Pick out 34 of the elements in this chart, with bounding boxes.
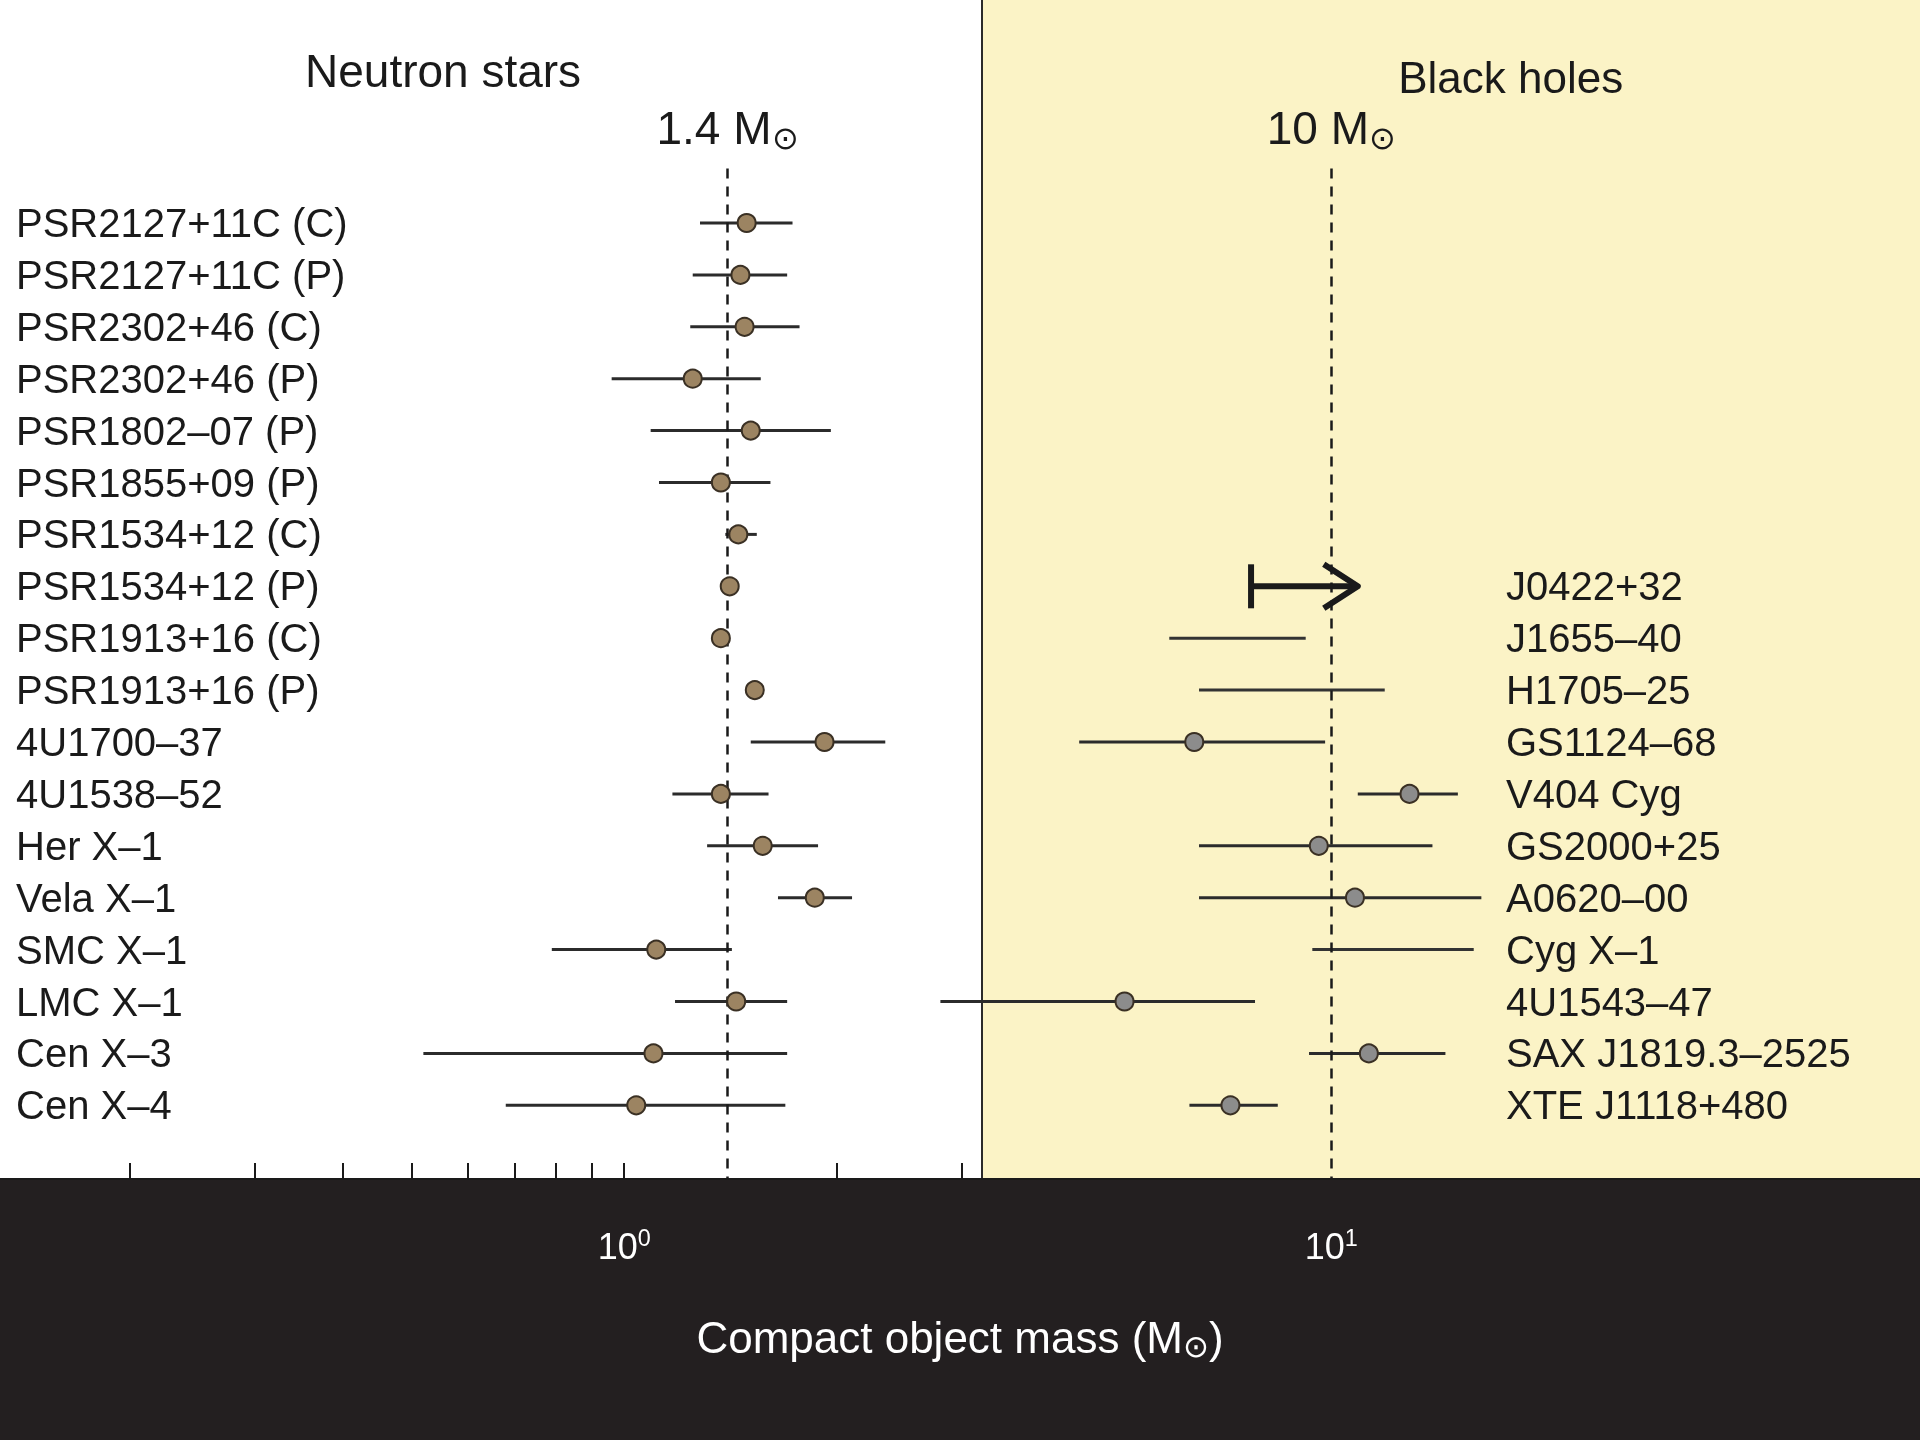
- y2-tick-label: 4U1543–47: [1506, 979, 1713, 1024]
- y-tick-label: PSR2127+11C (P): [16, 252, 346, 297]
- y-tick-label: PSR2302+46 (P): [16, 356, 320, 401]
- y-tick-label: 4U1700–37: [16, 720, 223, 764]
- y-tick-label: PSR1913+16 (C): [16, 616, 322, 661]
- y2-tick-label: SAX J1819.3–2525: [1506, 1031, 1851, 1076]
- y-tick-label: PSR2127+11C (C): [16, 201, 348, 245]
- y2-tick-label: XTE J1118+480: [1506, 1083, 1789, 1128]
- y2-tick-label: J0422+32: [1506, 564, 1683, 609]
- y2-tick-label: V404 Cyg: [1506, 771, 1682, 816]
- ref-line-label: 1.4 M⊙: [656, 102, 799, 157]
- y-tick-label: Cen X–3: [16, 1031, 172, 1076]
- y-tick-label: Her X–1: [16, 823, 163, 868]
- y2-tick-label: Cyg X–1: [1506, 927, 1660, 972]
- y-tick-label: 4U1538–52: [16, 771, 223, 816]
- x-axis-title: Compact object mass (M⊙): [696, 1312, 1224, 1365]
- y-tick-label: PSR1855+09 (P): [16, 460, 320, 505]
- y2-tick-label: GS2000+25: [1506, 823, 1721, 868]
- y2-tick-label: GS1124–68: [1506, 720, 1717, 764]
- y2-tick-label: H1705–25: [1506, 668, 1691, 713]
- y-tick-label: PSR1534+12 (P): [16, 564, 320, 609]
- y-tick-label: PSR2302+46 (C): [16, 304, 322, 349]
- y-tick-label: PSR1534+12 (C): [16, 512, 322, 557]
- y-tick-label: PSR1913+16 (P): [16, 668, 320, 713]
- y-tick-label: PSR1802–07 (P): [16, 408, 319, 453]
- ref-line-label: 10 M⊙: [1266, 102, 1396, 157]
- y2-tick-label: A0620–00: [1506, 875, 1689, 920]
- band-label: Black holes: [1398, 52, 1624, 102]
- y2-tick-label: J1655–40: [1506, 616, 1682, 661]
- y-tick-label: Vela X–1: [16, 875, 177, 920]
- y-tick-label: Cen X–4: [16, 1083, 172, 1128]
- y-tick-label: LMC X–1: [16, 979, 183, 1024]
- y-tick-label: SMC X–1: [16, 927, 188, 972]
- text: Neutron stars: [305, 45, 582, 97]
